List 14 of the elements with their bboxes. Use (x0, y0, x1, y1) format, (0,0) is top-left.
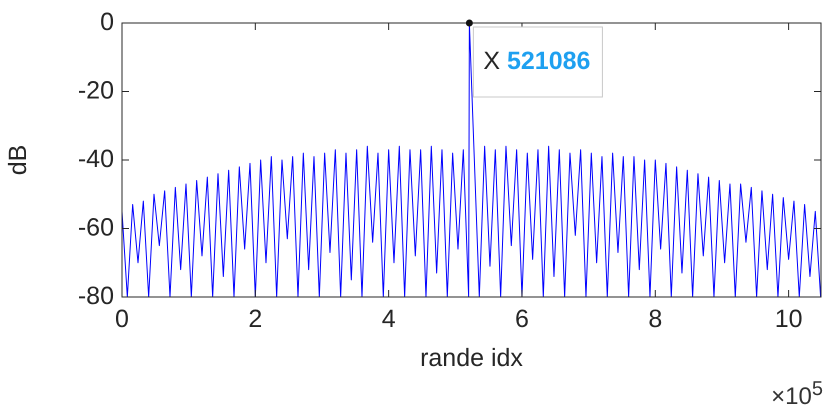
x-axis-title: rande idx (420, 344, 524, 372)
x-tick-label: 10 (774, 304, 803, 333)
y-tick-label: 0 (100, 8, 114, 36)
text: ×10$^{5}$ (771, 378, 823, 411)
y-tick-label: -60 (78, 213, 114, 242)
annotation: X 521086 (483, 46, 590, 75)
y-tick-label: -80 (78, 282, 114, 310)
x-tick-label: 8 (648, 304, 662, 333)
y-axis-title: dB (4, 144, 32, 176)
x-tick-label: 4 (382, 304, 396, 333)
x-tick-label: 2 (248, 304, 262, 333)
y-tick-label: -40 (78, 144, 114, 173)
x-tick-label: 6 (515, 304, 529, 333)
y-tick-label: -20 (78, 76, 114, 104)
